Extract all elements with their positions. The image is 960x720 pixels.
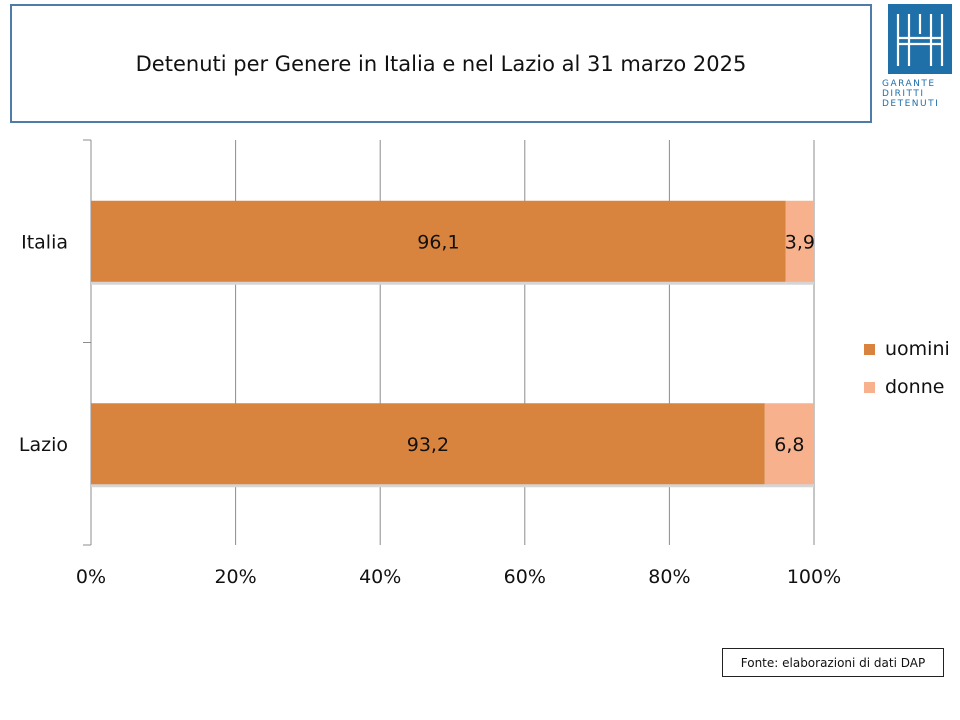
bar-uomini-lazio: [91, 403, 765, 485]
data-label-uomini-lazio: 93,2: [407, 434, 449, 456]
legend-label-uomini: uomini: [885, 338, 950, 360]
logo-line-3: DETENUTI: [882, 99, 939, 108]
data-label-uomini-italia: 96,1: [417, 231, 459, 253]
logo-line-2: DIRITTI: [882, 89, 924, 99]
y-category-label: Italia: [21, 231, 68, 253]
legend-item-uomini: uomini: [864, 330, 950, 368]
source-box: Fonte: elaborazioni di dati DAP: [722, 648, 944, 677]
data-label-donne-italia: 3,9: [785, 231, 815, 253]
source-note: Fonte: elaborazioni di dati DAP: [740, 655, 926, 670]
x-tick-label: 0%: [76, 566, 106, 588]
x-tick-label: 20%: [214, 566, 256, 588]
logo-line-1: GARANTE: [882, 79, 936, 89]
chart-title: Detenuti per Genere in Italia e nel Lazi…: [135, 51, 747, 76]
x-tick-label: 40%: [359, 566, 401, 588]
legend: uomini donne: [864, 330, 950, 406]
x-tick-label: 100%: [787, 566, 841, 588]
legend-swatch-uomini: [864, 343, 875, 355]
garante-logo: GARANTE DIRITTI DETENUTI: [882, 4, 952, 108]
x-tick-label: 60%: [504, 566, 546, 588]
title-box: Detenuti per Genere in Italia e nel Lazi…: [10, 4, 872, 123]
data-label-donne-lazio: 6,8: [774, 434, 804, 456]
bar-donne-lazio: [764, 403, 814, 485]
bar-donne-italia: [785, 200, 814, 282]
x-tick-label: 80%: [648, 566, 690, 588]
legend-label-donne: donne: [885, 376, 945, 398]
legend-swatch-donne: [864, 381, 875, 393]
legend-item-donne: donne: [864, 368, 950, 406]
y-category-label: Lazio: [19, 434, 68, 456]
bar-uomini-italia: [91, 200, 786, 282]
